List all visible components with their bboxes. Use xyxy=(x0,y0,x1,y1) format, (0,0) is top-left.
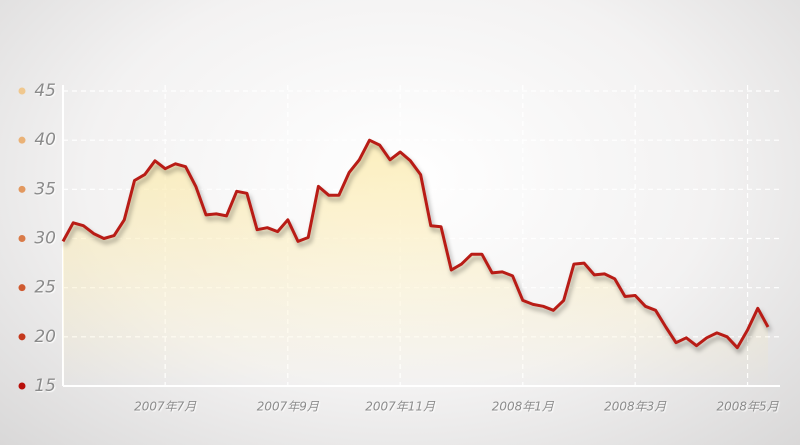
y-tick-dot xyxy=(18,185,26,193)
x-tick-label: 2008年3月 xyxy=(604,400,667,414)
x-tick-label: 2007年11月 xyxy=(365,400,436,414)
y-tick-label: 40 xyxy=(34,130,56,150)
y-tick-dot xyxy=(18,87,26,95)
y-tick-dot xyxy=(18,333,26,341)
y-tick-label: 20 xyxy=(34,327,56,347)
line xyxy=(61,138,770,350)
y-tick-label: 25 xyxy=(34,278,56,298)
x-tick-label: 2008年5月 xyxy=(716,400,779,414)
y-tick-dot xyxy=(18,284,26,292)
x-tick-label: 2008年1月 xyxy=(492,400,555,414)
x-tick-label: 2007年9月 xyxy=(257,400,320,414)
y-tick-label: 35 xyxy=(34,179,56,199)
y-tick-label: 15 xyxy=(34,376,56,396)
y-tick-dot xyxy=(18,235,26,242)
y-tick-label: 30 xyxy=(34,229,56,249)
x-tick-label: 2007年7月 xyxy=(134,400,197,414)
y-tick-label: 45 xyxy=(34,81,56,101)
line-glow xyxy=(63,140,768,386)
y-tick-dot xyxy=(18,136,26,144)
y-tick-dot xyxy=(18,382,26,390)
